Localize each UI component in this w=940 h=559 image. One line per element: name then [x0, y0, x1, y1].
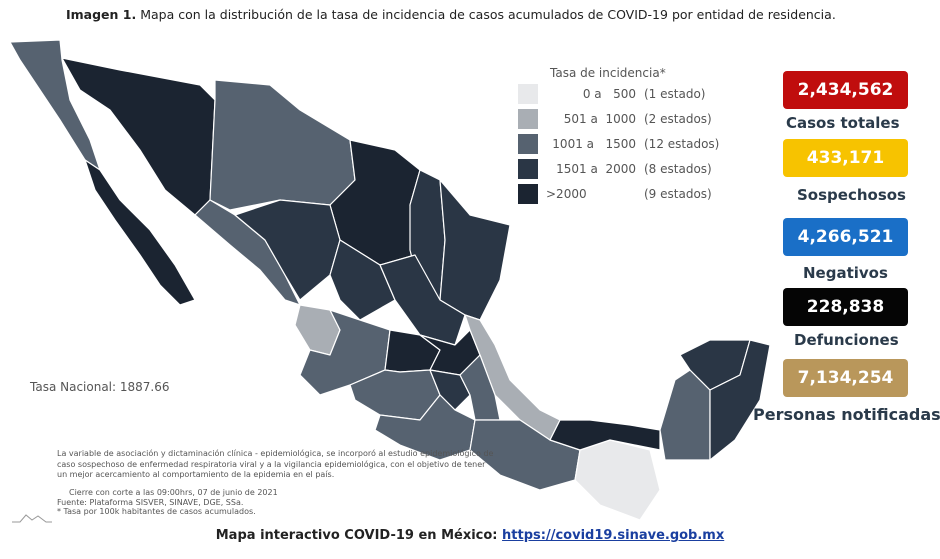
state-sinaloa[interactable]	[194, 199, 301, 306]
legend-count: (8 estados)	[644, 161, 712, 176]
legend-count: (12 estados)	[644, 136, 720, 151]
state-chihuahua[interactable]	[209, 79, 356, 211]
suspected-label: Sospechosos	[797, 186, 906, 204]
legend-swatch	[518, 183, 538, 204]
state-campeche[interactable]	[659, 369, 711, 461]
legend-title: Tasa de incidencia*	[550, 66, 666, 80]
legend-item: 0 a 500 (1 estado)	[518, 81, 719, 106]
legend-item: 1001 a 1500 (12 estados)	[518, 131, 719, 156]
rate-note: * Tasa por 100k habitantes de casos acum…	[57, 507, 256, 516]
state-jalisco[interactable]	[299, 309, 391, 396]
total-cases-label: Casos totales	[786, 114, 900, 132]
legend-range: >2000	[546, 186, 587, 201]
legend-range: 1501 a 2000	[556, 161, 636, 176]
negatives-label: Negativos	[803, 264, 888, 282]
total-cases-value: 2,434,562	[783, 71, 908, 109]
state-chiapas[interactable]	[574, 439, 661, 521]
footer-label: Mapa interactivo COVID-19 en México:	[215, 528, 498, 543]
legend-item: 1501 a 2000 (8 estados)	[518, 156, 719, 181]
figure-caption: Mapa con la distribución de la tasa de i…	[140, 7, 836, 22]
map-legend: Tasa de incidencia* 0 a 500 (1 estado) 50…	[518, 66, 719, 206]
legend-swatch	[518, 108, 538, 129]
methodology-note: La variable de asociación y dictaminació…	[57, 449, 494, 479]
deaths-label: Defunciones	[794, 331, 899, 349]
legend-range: 501 a 1000	[563, 111, 636, 126]
figure-label: Imagen 1.	[66, 7, 137, 22]
footer: Mapa interactivo COVID-19 en México: htt…	[0, 528, 940, 543]
legend-range: 0 a 500	[582, 86, 636, 101]
figure-title: Imagen 1. Mapa con la distribución de la…	[66, 7, 836, 22]
notified-value: 7,134,254	[783, 359, 908, 397]
legend-count: (1 estado)	[644, 86, 706, 101]
legend-swatch	[518, 133, 538, 154]
legend-item: >2000 (9 estados)	[518, 181, 719, 206]
national-rate: Tasa Nacional: 1887.66	[30, 380, 170, 394]
legend-range: 1001 a 1500	[552, 136, 636, 151]
mexico-map	[9, 39, 771, 521]
state-baja-california[interactable]	[9, 39, 101, 171]
legend-count: (2 estados)	[644, 111, 712, 126]
source-notes: Cierre con corte a las 09:00hrs, 07 de j…	[57, 488, 278, 517]
deaths-value: 228,838	[783, 288, 908, 326]
state-san-luis-potosi[interactable]	[379, 254, 466, 346]
state-quintana-roo[interactable]	[709, 339, 771, 461]
state-tamaulipas[interactable]	[439, 179, 511, 321]
logo-wave-icon	[12, 514, 52, 523]
legend-count: (9 estados)	[644, 186, 712, 201]
negatives-value: 4,266,521	[783, 218, 908, 256]
cutoff-note: Cierre con corte a las 09:00hrs, 07 de j…	[69, 488, 278, 497]
legend-swatch	[518, 158, 538, 179]
legend-swatch	[518, 83, 538, 104]
legend-item: 501 a 1000 (2 estados)	[518, 106, 719, 131]
state-baja-california-sur[interactable]	[84, 159, 196, 306]
state-tabasco[interactable]	[549, 419, 661, 451]
interactive-map-link[interactable]: https://covid19.sinave.gob.mx	[502, 528, 725, 543]
state-edomex-cdmx[interactable]	[429, 369, 471, 411]
suspected-value: 433,171	[783, 139, 908, 177]
source-note: Fuente: Plataforma SISVER, SINAVE, DGE, …	[57, 497, 244, 507]
notified-label: Personas notificadas	[753, 405, 940, 424]
